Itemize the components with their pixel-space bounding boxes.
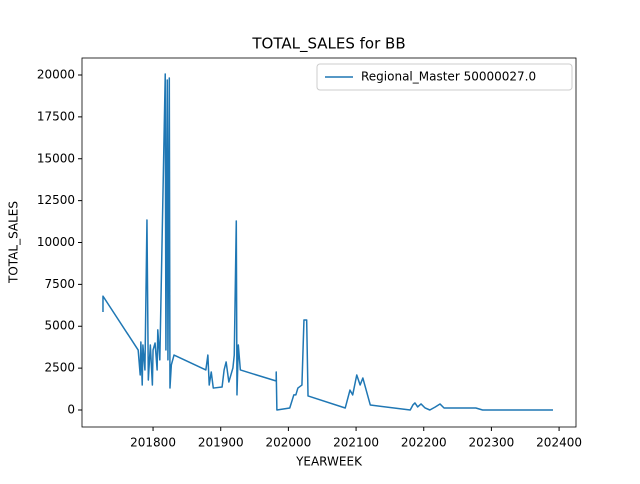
chart-title: TOTAL_SALES for BB xyxy=(251,35,405,54)
legend-box xyxy=(316,63,573,91)
y-tick-label: 0 xyxy=(67,402,75,416)
line-series xyxy=(102,73,553,411)
y-tick-label: 10000 xyxy=(37,235,75,249)
y-tick-label: 20000 xyxy=(37,68,75,82)
x-tick-label: 202100 xyxy=(333,436,379,450)
x-tick-label: 202300 xyxy=(469,436,515,450)
x-tick-label: 202000 xyxy=(265,436,311,450)
y-tick-label: 12500 xyxy=(37,193,75,207)
y-axis-label: TOTAL_SALES xyxy=(7,201,21,284)
y-tick-label: 7500 xyxy=(44,277,75,291)
y-tick-label: 5000 xyxy=(44,319,75,333)
y-tick-label: 15000 xyxy=(37,151,75,165)
legend-label: Regional_Master 50000027.0 xyxy=(361,70,536,84)
x-tick-label: 202200 xyxy=(401,436,447,450)
x-tick-label: 202400 xyxy=(536,436,582,450)
y-tick-label: 17500 xyxy=(37,109,75,123)
x-tick-label: 201800 xyxy=(130,436,176,450)
x-tick-label: 201900 xyxy=(198,436,244,450)
plot-frame xyxy=(81,57,577,428)
x-axis-label: YEARWEEK xyxy=(295,455,363,469)
y-tick-label: 2500 xyxy=(44,361,75,375)
